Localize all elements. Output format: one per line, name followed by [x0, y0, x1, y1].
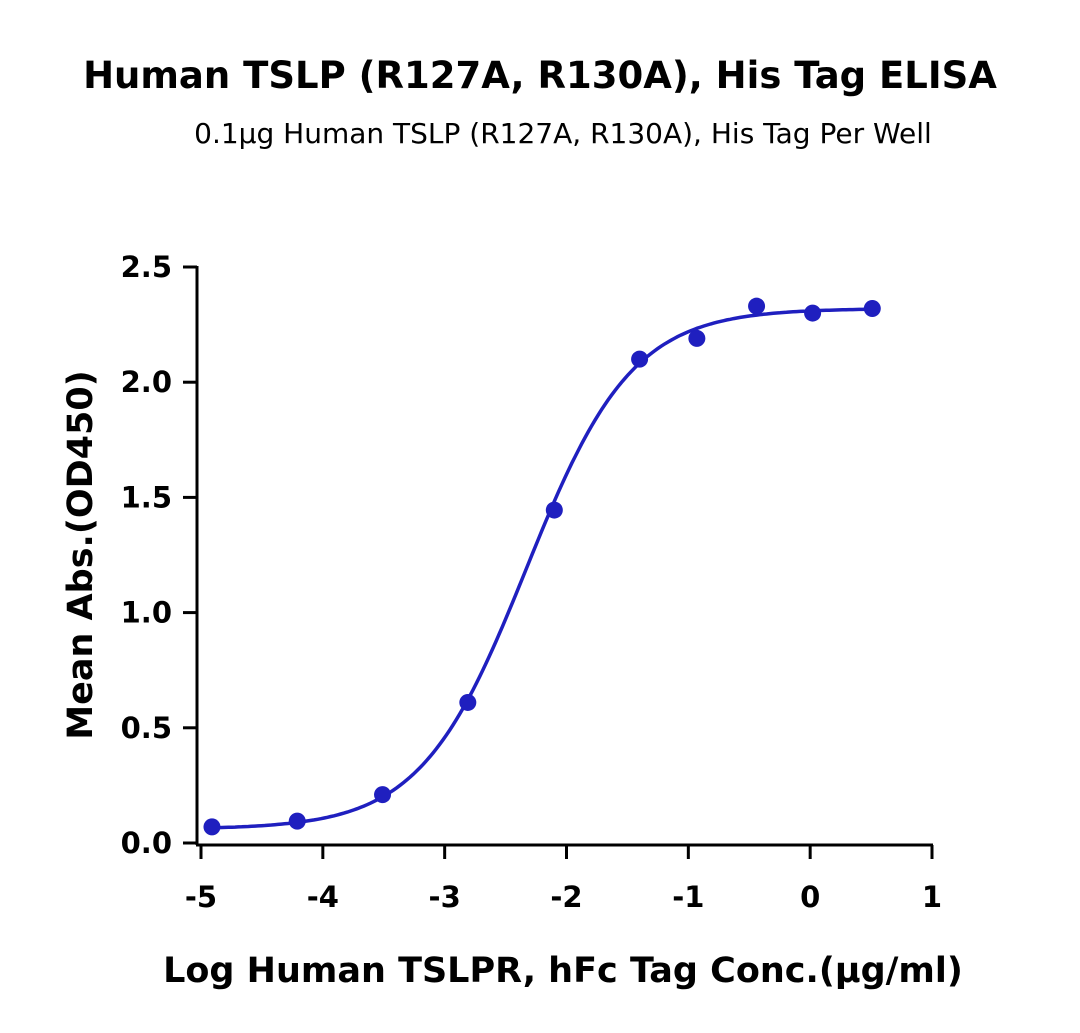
y-tick-label: 0.0: [121, 826, 172, 860]
x-tick-label: 1: [922, 880, 942, 914]
data-point: [374, 786, 392, 804]
y-axis-label: Mean Abs.(OD450): [61, 370, 101, 739]
y-tick-label: 2.5: [121, 250, 172, 284]
x-tick-label: -2: [550, 880, 582, 914]
data-point: [748, 297, 766, 315]
data-point: [203, 818, 221, 836]
y-tick-label: 2.0: [121, 365, 172, 399]
x-axis-label: Log Human TSLPR, hFc Tag Conc.(μg/ml): [163, 951, 963, 991]
x-tick-label: -4: [307, 880, 339, 914]
data-point: [688, 329, 706, 347]
x-tick-label: -3: [429, 880, 461, 914]
axes: 0.0 0.5 1.0 1.5 2.0 2.5 -5 -4 -3 -2 -1 0 1: [121, 250, 942, 914]
fit-curve: [211, 307, 873, 830]
data-point: [863, 299, 881, 317]
x-tick-label: -5: [185, 880, 217, 914]
y-tick-label: 1.0: [121, 596, 172, 630]
y-tick-label: 1.5: [121, 480, 172, 514]
x-tick-label: -1: [672, 880, 704, 914]
data-point: [631, 350, 649, 368]
data-point: [804, 304, 822, 322]
data-points: [203, 297, 881, 836]
data-point: [545, 501, 563, 519]
x-tick-label: 0: [800, 880, 820, 914]
y-tick-label: 0.5: [121, 711, 172, 745]
chart-title: Human TSLP (R127A, R130A), His Tag ELISA: [83, 54, 997, 97]
data-point: [288, 812, 306, 830]
data-point: [459, 693, 477, 711]
chart-subtitle: 0.1μg Human TSLP (R127A, R130A), His Tag…: [194, 117, 932, 150]
